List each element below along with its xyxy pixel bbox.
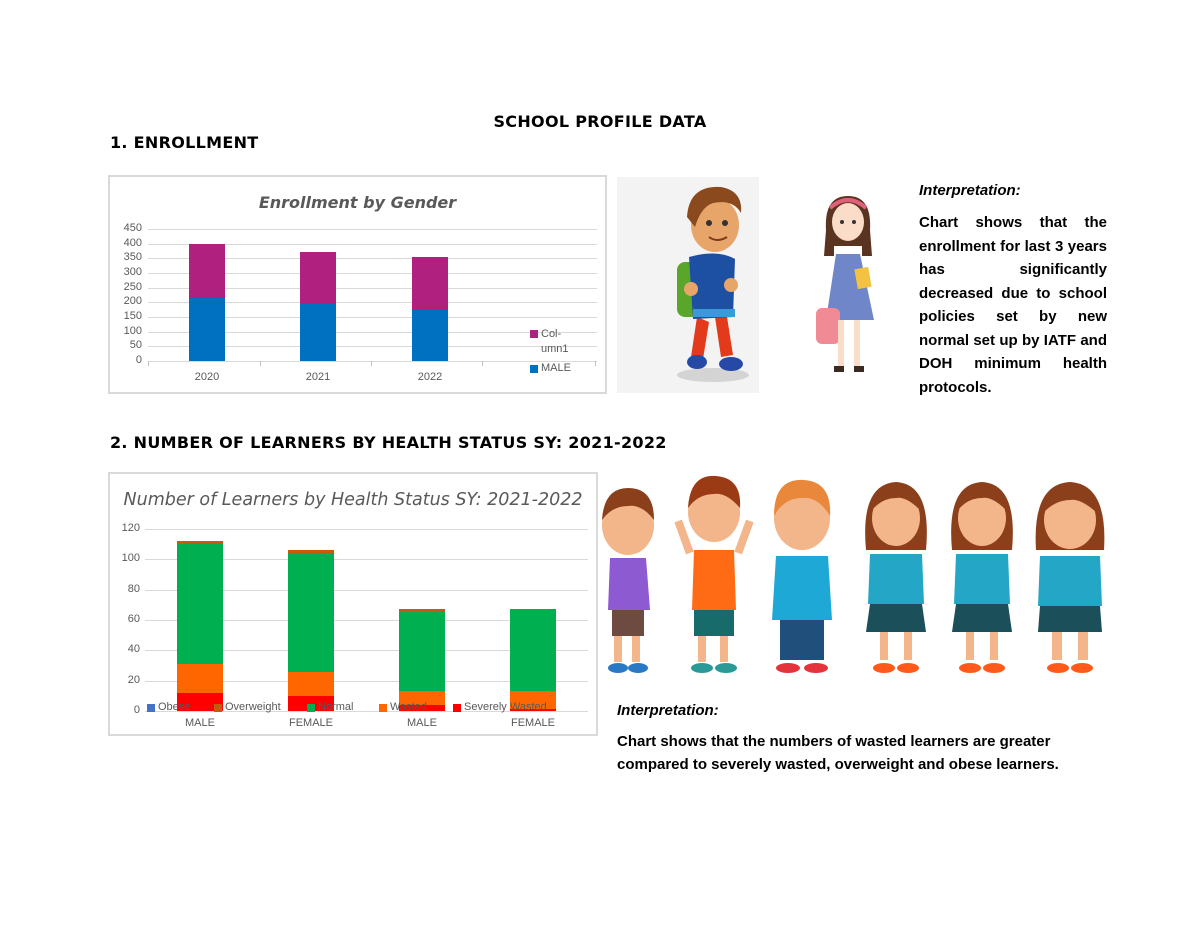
x-category-label: MALE [407, 717, 437, 729]
bar-segment-wasted [177, 663, 223, 693]
interpretation-title: Interpretation: [617, 702, 719, 719]
y-tick-label: 20 [127, 673, 140, 686]
x-axis-tick [148, 361, 149, 366]
y-tick-label: 40 [127, 643, 140, 656]
bar-segment-male [300, 303, 336, 361]
bar-segment-severely-wasted [177, 692, 223, 711]
bar-segment-male [189, 298, 225, 361]
x-category-label: 2022 [417, 371, 443, 383]
y-tick-label: 60 [127, 613, 140, 625]
gridline [145, 620, 588, 621]
legend-label: Col- umn1 [541, 328, 569, 355]
bar-segment-wasted [399, 691, 445, 705]
gridline [145, 589, 588, 591]
section-heading-health-status: 2. NUMBER OF LEARNERS BY HEALTH STATUS S… [110, 433, 667, 452]
y-tick-label: 100 [123, 324, 142, 337]
legend-swatch [379, 704, 387, 712]
bar-segment-overweight [399, 609, 445, 613]
gridline [148, 258, 597, 260]
x-category-label: 2021 [305, 371, 331, 383]
bar-segment-overweight [177, 541, 223, 543]
gridline [148, 346, 597, 348]
legend-swatch [307, 704, 315, 712]
y-tick-label: 100 [121, 552, 140, 565]
bar-segment-wasted [510, 691, 556, 710]
interpretation-body: Chart shows that the enrollment for last… [919, 214, 1107, 396]
bar-segment-severely-wasted [288, 695, 334, 711]
bar-segment-severely-wasted [399, 704, 445, 711]
legend-label: Normal [318, 701, 354, 713]
bar-segment-normal [399, 612, 445, 692]
x-axis-tick [371, 361, 372, 366]
y-tick-label: 50 [129, 339, 142, 352]
gridline [148, 317, 597, 318]
bar-segment-male [412, 309, 448, 361]
bar-segment-overweight [288, 550, 334, 554]
interpretation-enrollment: Interpretation: Chart shows that the enr… [919, 182, 1107, 399]
bar-segment-col-umn1 [300, 251, 336, 304]
gridline [148, 331, 597, 333]
gridline [148, 243, 597, 245]
gridline [148, 287, 597, 289]
legend-swatch [147, 704, 155, 712]
gridline [148, 229, 597, 230]
gridline [145, 559, 588, 561]
gridline [148, 302, 597, 304]
y-tick-label: 0 [133, 704, 140, 716]
y-tick-label: 300 [123, 266, 142, 278]
interpretation-body: Chart shows that the numbers of wasted l… [617, 733, 1059, 773]
legend-swatch [214, 704, 222, 712]
bar-segment-severely-wasted [510, 709, 556, 711]
bar-segment-col-umn1 [189, 243, 225, 299]
legend-swatch [530, 330, 538, 338]
bar-segment-normal [510, 609, 556, 692]
x-category-label: MALE [185, 717, 215, 729]
legend-label: MALE [541, 362, 571, 374]
y-tick-label: 250 [123, 280, 142, 293]
legend-label: Wasted [390, 701, 427, 713]
interpretation-health-status: Interpretation: Chart shows that the num… [617, 702, 1087, 776]
x-axis-tick [595, 361, 596, 366]
x-category-label: FEMALE [510, 717, 555, 729]
legend-swatch [530, 365, 538, 373]
legend-label: Severely Wasted [464, 701, 547, 713]
document-title: SCHOOL PROFILE DATA [493, 112, 707, 131]
x-axis-tick [482, 361, 483, 366]
girl-with-bag-illustration [812, 190, 884, 380]
health-status-chart: Number of Learners by Health Status SY: … [108, 472, 598, 736]
interpretation-title: Interpretation: [919, 182, 1021, 199]
legend-label: Overweight [225, 701, 281, 713]
x-axis-tick [260, 361, 261, 366]
enrollment-chart: Enrollment by Gender 0 50 100 150 200 250 300 3… [108, 175, 607, 394]
gridline [148, 273, 597, 274]
legend-swatch [453, 704, 461, 712]
boy-with-backpack-illustration [617, 177, 759, 393]
chart-title: Enrollment by Gender [258, 193, 457, 212]
legend-label: Obese [158, 701, 191, 713]
y-tick-label: 350 [123, 251, 142, 264]
x-category-label: 2020 [194, 371, 220, 383]
bar-segment-wasted [288, 671, 334, 696]
y-tick-label: 150 [123, 310, 142, 322]
y-tick-label: 200 [123, 295, 142, 308]
y-tick-label: 0 [135, 354, 142, 366]
y-tick-label: 120 [121, 522, 140, 534]
y-tick-label: 400 [123, 236, 142, 249]
x-category-label: FEMALE [288, 717, 333, 729]
gridline [145, 529, 588, 530]
gridline [145, 680, 588, 682]
section-heading-enrollment: 1. ENROLLMENT [110, 133, 259, 152]
gridline [145, 650, 588, 652]
gridline [145, 711, 588, 712]
gridline [148, 361, 597, 362]
bar-segment-col-umn1 [412, 256, 448, 310]
children-row-illustration [598, 470, 1118, 685]
y-tick-label: 80 [127, 582, 140, 595]
bar-segment-normal [288, 553, 334, 672]
bar-segment-normal [177, 542, 223, 664]
y-tick-label: 450 [123, 222, 142, 234]
chart-title: Number of Learners by Health Status SY: … [123, 490, 583, 510]
